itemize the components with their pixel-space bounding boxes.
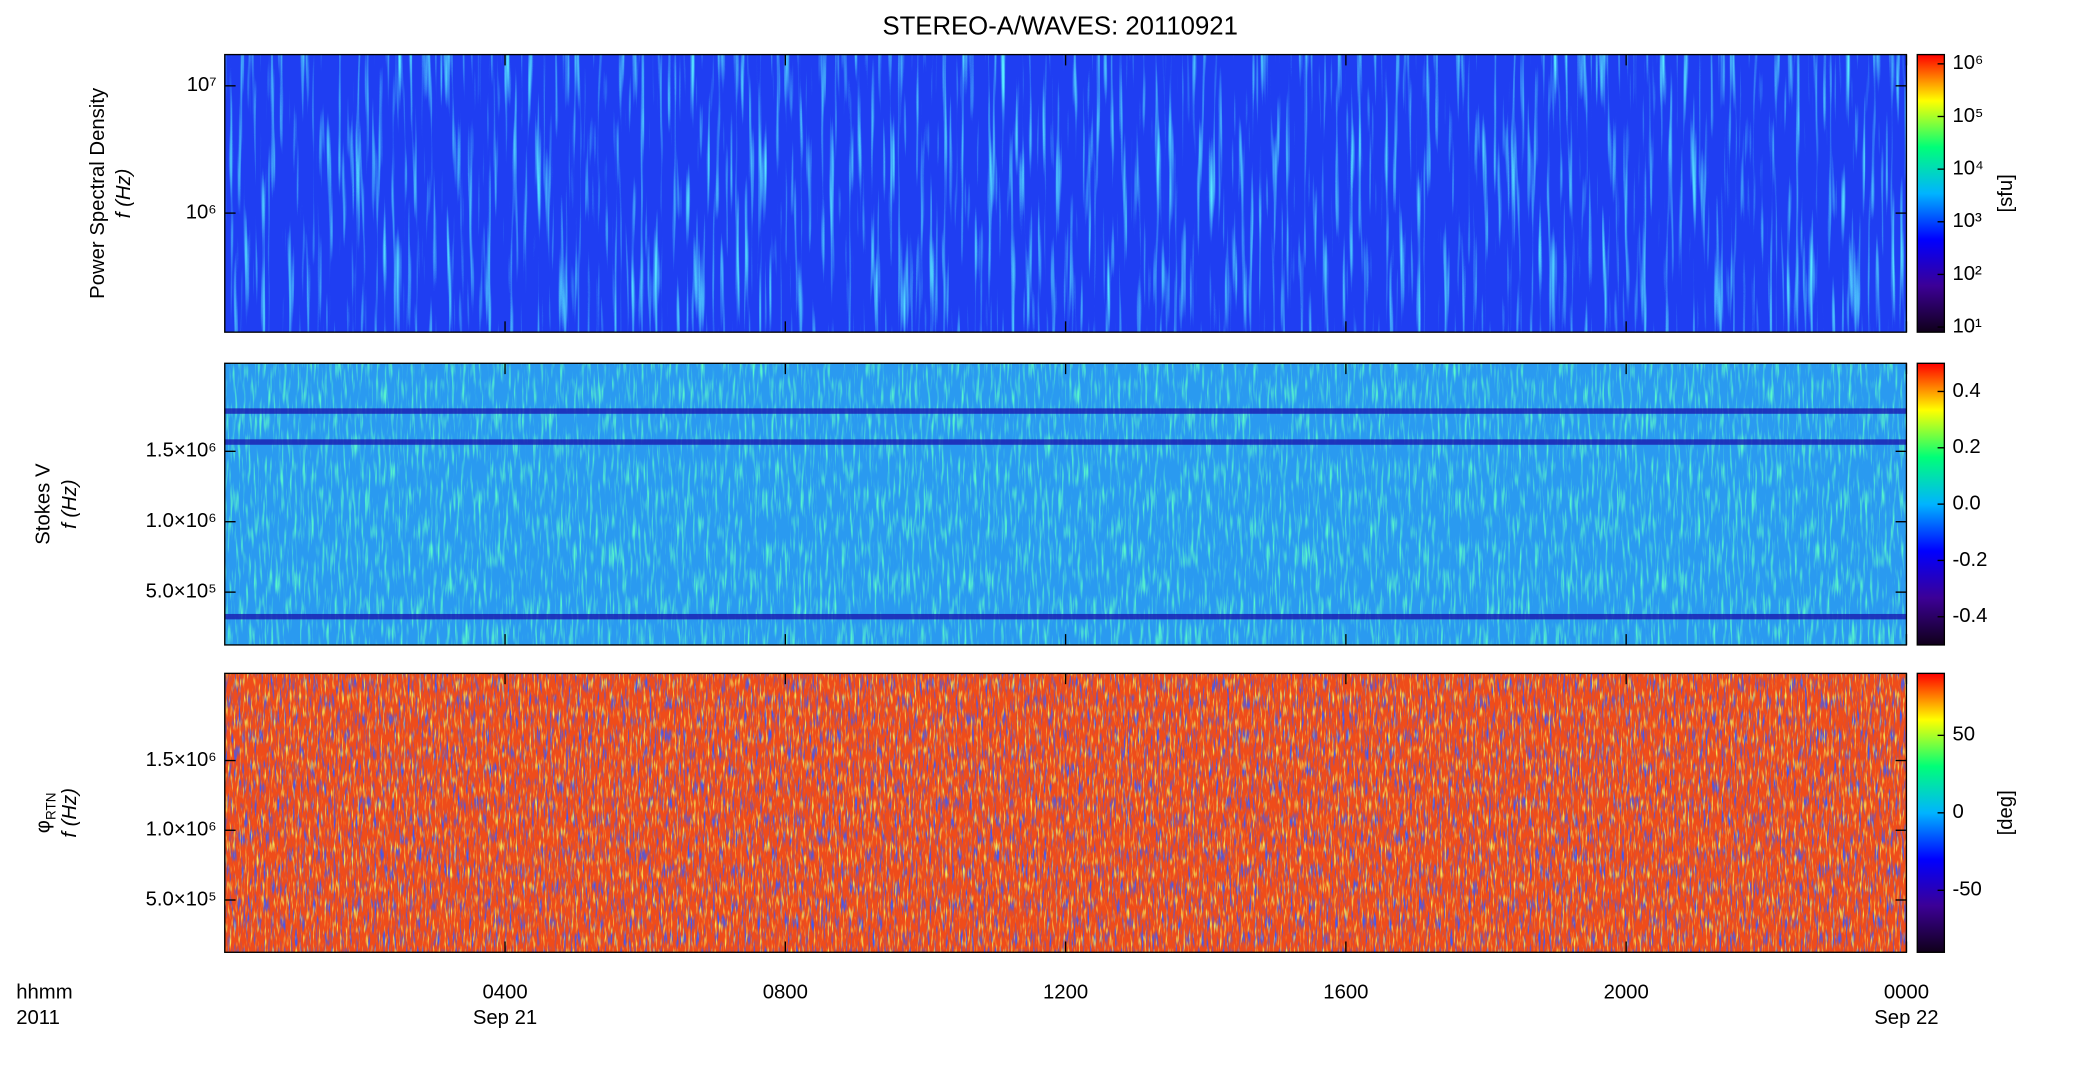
y-tick-label: 5.0×10⁵ <box>146 580 217 602</box>
spectrogram-texture <box>224 54 1907 333</box>
colorbar-tick-label: 50 <box>1952 724 1975 746</box>
colorbar-label: [sfu] <box>1995 174 2017 212</box>
y-axis-label-text: Stokes V <box>33 463 55 545</box>
y-tick-label: 5.0×10⁵ <box>146 888 217 910</box>
colorbar-tick-label: 10³ <box>1952 210 1982 232</box>
y-axis-label-sub: RTN <box>43 792 58 820</box>
colorbar-tick-label: -0.2 <box>1952 549 1987 571</box>
spectrogram-texture <box>224 673 1907 953</box>
colorbar-label: [deg] <box>1995 790 2017 835</box>
x-date-label: Sep 22 <box>1874 1007 1938 1029</box>
y-tick-label: 10⁷ <box>187 74 217 96</box>
spectrogram-band <box>224 439 1907 445</box>
colorbar-tick-label: 0.0 <box>1952 492 1980 514</box>
x-tick-label: 0400 <box>482 981 527 1003</box>
colorbar-tick-label: -50 <box>1952 879 1981 901</box>
y-tick-label: 10⁶ <box>186 201 217 223</box>
colorbar-tick-label: 10⁶ <box>1952 52 1983 74</box>
x-tick-label: 1600 <box>1323 981 1368 1003</box>
y-axis-label-2: f (Hz) <box>59 479 81 529</box>
x-tick-label: 1200 <box>1043 981 1088 1003</box>
y-axis-label-text: φ <box>33 820 55 833</box>
y-tick-label: 1.5×10⁶ <box>146 749 217 771</box>
y-axis-label: Power Spectral Density <box>87 87 109 299</box>
y-tick-label: 1.5×10⁶ <box>146 440 217 462</box>
colorbar-tick-label: 10¹ <box>1952 315 1982 337</box>
x-tick-label: 0800 <box>763 981 808 1003</box>
colorbar-tick-label: 0 <box>1952 801 1963 823</box>
colorbar-tick-label: 10² <box>1952 263 1982 285</box>
x-axis-label: hhmm <box>16 981 72 1003</box>
x-date-label: Sep 21 <box>473 1007 537 1029</box>
colorbar <box>1916 53 1946 333</box>
chart-title: STEREO-A/WAVES: 20110921 <box>882 12 1237 40</box>
x-tick-label: 2000 <box>1604 981 1649 1003</box>
y-tick-label: 1.0×10⁶ <box>146 510 217 532</box>
colorbar-tick-label: 0.2 <box>1952 436 1980 458</box>
x-tick-label: 0000 <box>1884 981 1929 1003</box>
spectrogram-texture <box>224 363 1907 645</box>
x-axis-year: 2011 <box>16 1007 60 1029</box>
y-axis-label-text: Power Spectral Density <box>87 87 109 299</box>
colorbar-tick-label: 10⁵ <box>1952 105 1983 127</box>
spectrogram-band <box>224 408 1907 414</box>
y-tick-label: 1.0×10⁶ <box>146 819 217 841</box>
colorbar-tick-label: -0.4 <box>1952 605 1987 627</box>
spectrogram-band <box>224 613 1907 620</box>
y-axis-label-2: f (Hz) <box>59 788 81 838</box>
y-axis-label-2: f (Hz) <box>113 169 135 219</box>
colorbar-tick-label: 0.4 <box>1952 380 1980 402</box>
y-axis-label: Stokes V <box>33 463 55 545</box>
colorbar-tick-label: 10⁴ <box>1952 157 1983 179</box>
y-axis-label: φRTN <box>33 792 58 833</box>
